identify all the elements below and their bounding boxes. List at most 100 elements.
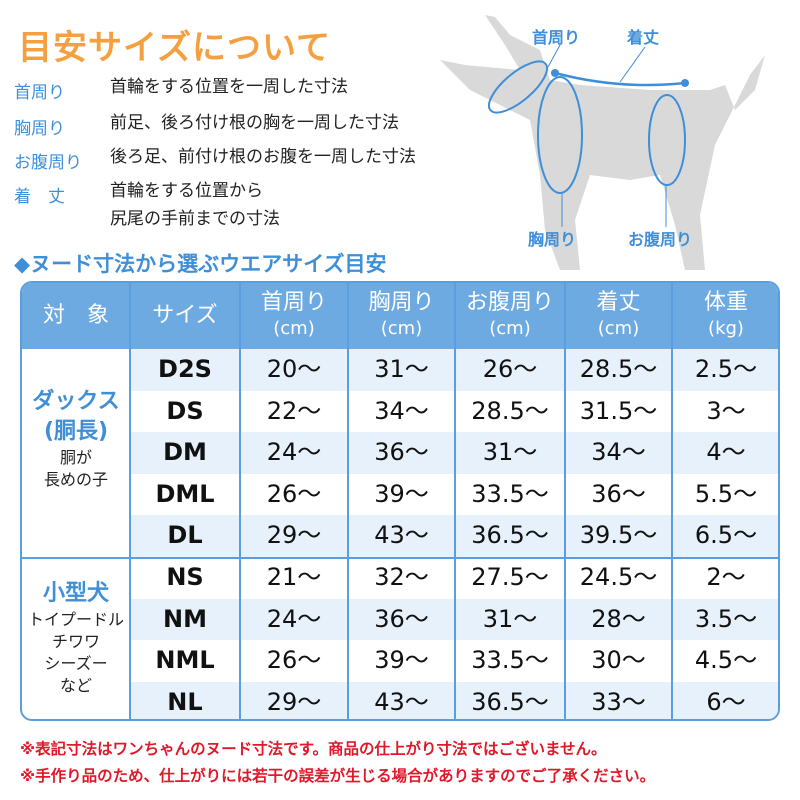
value-cell: 24～: [266, 438, 322, 467]
header-label: 胸周り: [368, 290, 435, 315]
def-length: 首輪をする位置から: [110, 181, 263, 201]
value-cell: 24.5～: [579, 563, 658, 591]
group-sub: チワワ: [51, 632, 100, 651]
group-sub: など: [59, 676, 92, 695]
group-main: 小型犬: [42, 581, 109, 606]
group-dachshund: ダックス (胴長) 胴が 長めの子: [22, 387, 130, 491]
value-cell: 31～: [482, 604, 538, 633]
column-divider: [239, 283, 241, 719]
size-cell: NL: [167, 687, 203, 716]
value-cell: 39～: [374, 646, 429, 675]
value-cell: 33～: [591, 687, 646, 716]
diagram-label-length: 着丈: [627, 28, 660, 47]
header-label: 着丈: [596, 290, 641, 315]
value-cell: 20～: [266, 355, 322, 383]
diagram-label-chest: 胸周り: [528, 230, 577, 249]
value-cell: 43～: [374, 687, 429, 716]
value-cell: 2.5～: [694, 355, 758, 383]
size-cell: NM: [163, 604, 207, 633]
value-cell: 26～: [482, 355, 538, 383]
group-main: ダックス: [32, 389, 120, 414]
header-cell: お腹周り (cm): [455, 283, 565, 349]
value-cell: 32～: [374, 563, 429, 591]
column-divider: [129, 283, 131, 719]
column-divider: [347, 283, 349, 719]
value-cell: 26～: [266, 646, 322, 675]
header-cell: 対 象: [22, 283, 130, 349]
value-cell: 36～: [591, 479, 646, 508]
header-label: サイズ: [152, 303, 218, 328]
value-cell: 24～: [266, 604, 322, 633]
value-cell: 2～: [706, 563, 746, 591]
term-chest: 胸周り: [14, 119, 65, 139]
column-divider: [454, 283, 456, 719]
size-table: 対 象 サイズ 首周り (cm) 胸周り (cm) お腹周り (cm) 着丈 (cm) 体重 (kg)…: [20, 281, 780, 721]
header-cell: 胸周り (cm): [348, 283, 455, 349]
table-row: NM 24～ 36～ 31～ 28～ 3.5～: [130, 598, 778, 641]
section-subtitle: ◆ヌード寸法から選ぶウエアサイズ目安: [14, 252, 387, 276]
header-cell: 体重 (kg): [672, 283, 778, 349]
group-sub: トイプードル: [27, 610, 124, 629]
value-cell: 43～: [374, 521, 429, 550]
value-cell: 31～: [482, 438, 538, 467]
header-label: 対 象: [42, 303, 109, 328]
group-divider: [22, 557, 778, 559]
header-unit: (cm): [273, 318, 315, 339]
table-row: DS 22～ 34～ 28.5～ 31.5～ 3～: [130, 391, 778, 433]
value-cell: 34～: [374, 396, 429, 425]
header-unit: (cm): [489, 318, 531, 339]
header-cell: 首周り (cm): [240, 283, 348, 349]
dog-diagram-icon: [440, 15, 765, 270]
header-unit: (kg): [708, 318, 744, 339]
size-cell: DM: [163, 438, 207, 467]
size-cell: DS: [166, 396, 204, 425]
header-label: お腹周り: [465, 290, 554, 315]
table-row: NS 21～ 32～ 27.5～ 24.5～ 2～: [130, 557, 778, 599]
value-cell: 36～: [374, 604, 429, 633]
value-cell: 5.5～: [694, 479, 758, 508]
value-cell: 36.5～: [471, 687, 549, 716]
value-cell: 36.5～: [471, 521, 549, 550]
size-cell: NML: [155, 646, 215, 675]
value-cell: 31.5～: [579, 396, 658, 425]
diagram-label-belly: お腹周り: [628, 230, 693, 249]
size-cell: NS: [166, 563, 204, 591]
value-cell: 28～: [591, 604, 646, 633]
value-cell: 3～: [706, 396, 746, 425]
header-unit: (cm): [597, 318, 640, 339]
value-cell: 28.5～: [579, 355, 658, 383]
def-length-2: 尻尾の手前までの寸法: [110, 209, 280, 229]
header-cell: サイズ: [130, 283, 240, 349]
page-title: 目安サイズについて: [18, 28, 331, 68]
term-neck: 首周り: [14, 83, 65, 103]
table-row: D2S 20～ 31～ 26～ 28.5～ 2.5～: [130, 349, 778, 391]
value-cell: 4～: [706, 438, 746, 467]
def-belly: 後ろ足、前付け根のお腹を一周した寸法: [110, 147, 416, 167]
value-cell: 36～: [374, 438, 429, 467]
value-cell: 31～: [374, 355, 429, 383]
header-label: 体重: [703, 290, 748, 315]
table-row: NML 26～ 39～ 33.5～ 30～ 4.5～: [130, 640, 778, 682]
table-row: DML 26～ 39～ 33.5～ 36～ 5.5～: [130, 474, 778, 516]
value-cell: 4.5～: [694, 646, 758, 675]
value-cell: 34～: [591, 438, 646, 467]
def-neck: 首輪をする位置を一周した寸法: [110, 77, 348, 97]
value-cell: 29～: [266, 687, 322, 716]
diagram-label-neck: 首周り: [532, 28, 581, 47]
value-cell: 21～: [266, 563, 322, 591]
value-cell: 3.5～: [694, 604, 758, 633]
group-main-2: (胴長): [43, 419, 109, 444]
note-2: ※手作り品のため、仕上がりには若干の誤差が生じる場合がありますのでご了承ください…: [20, 767, 656, 785]
value-cell: 26～: [266, 479, 322, 508]
size-cell: DL: [167, 521, 203, 550]
def-chest: 前足、後ろ付け根の胸を一周した寸法: [110, 113, 399, 133]
term-belly: お腹周り: [14, 153, 82, 173]
value-cell: 39.5～: [579, 521, 658, 550]
value-cell: 28.5～: [471, 396, 549, 425]
value-cell: 6.5～: [694, 521, 758, 550]
value-cell: 33.5～: [471, 646, 549, 675]
size-cell: D2S: [158, 355, 212, 383]
size-cell: DML: [155, 479, 215, 508]
column-divider: [564, 283, 566, 719]
note-1: ※表記寸法はワンちゃんのヌード寸法です。商品の仕上がり寸法ではございません。: [20, 740, 607, 758]
